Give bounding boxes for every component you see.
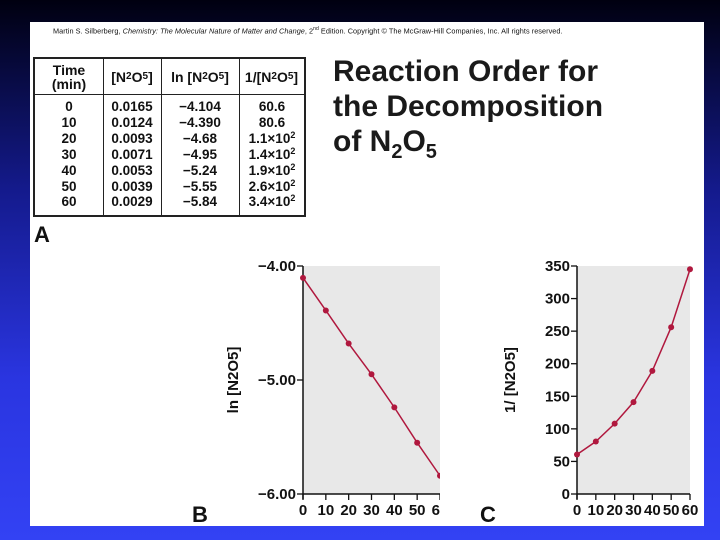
table-cell-conc: 0.0039 <box>111 178 153 194</box>
x-tick-label: 60 <box>432 502 440 519</box>
table-cell-ln: −5.24 <box>182 162 218 178</box>
table-cell-ln: −4.390 <box>179 114 221 130</box>
y-tick-label: 50 <box>553 453 570 470</box>
x-tick-label: 0 <box>299 502 307 519</box>
table-cell-time: 40 <box>61 162 77 178</box>
table-cell-inv: 60.6 <box>258 99 286 114</box>
x-axis-label: Time (min) <box>334 525 410 526</box>
table-cell-ln: −5.55 <box>182 178 218 194</box>
y-tick-label: 0 <box>562 486 570 503</box>
y-tick-label: −6.00 <box>258 486 296 503</box>
table-cell-time: 60 <box>61 194 77 210</box>
x-tick-label: 50 <box>663 502 680 519</box>
y-axis-label: 1/ [N2O5] <box>502 347 519 413</box>
header-concentration: [N 2 O 5] <box>103 59 162 95</box>
slide: Martin S. Silberberg, Chemistry: The Mol… <box>30 22 704 526</box>
table-cell-ln: −5.84 <box>182 194 218 210</box>
data-point <box>345 340 352 347</box>
table-cell-inv: 1.9×102 <box>248 161 296 178</box>
table-cell-time: 30 <box>61 146 77 162</box>
table-cell-time: 10 <box>61 114 77 130</box>
data-point <box>300 274 306 281</box>
table-cell-time: 50 <box>61 178 77 194</box>
panel-label-b: B <box>192 502 208 526</box>
table-cell-conc: 0.0071 <box>111 146 153 162</box>
table-cell-conc: 0.0124 <box>111 114 153 130</box>
column-divider <box>35 95 104 215</box>
table-cell-conc: 0.0093 <box>111 130 153 146</box>
data-point <box>687 266 693 273</box>
table-cell-inv: 80.6 <box>258 114 286 130</box>
y-tick-label: −4.00 <box>258 258 296 275</box>
table-cell-time: 0 <box>65 99 73 114</box>
header-inverse-concentration: 1/[N 2 O 5] <box>244 69 299 85</box>
y-tick-label: 300 <box>545 291 570 308</box>
table-cell-conc: 0.0165 <box>111 99 153 114</box>
y-axis-label: ln [N2O5] <box>225 347 242 414</box>
y-tick-label: 200 <box>545 356 570 373</box>
column-divider <box>103 95 162 215</box>
x-tick-label: 40 <box>386 502 403 519</box>
data-table: Time (min) [N 2 O 5] ln [N 2 O 5] 1/[N 2 O 5] 0 0.0… <box>33 57 306 217</box>
table-cell-ln: −4.68 <box>182 130 218 146</box>
table-cell-inv: 1.4×102 <box>248 145 296 162</box>
y-tick-label: −5.00 <box>258 372 296 389</box>
table-cell-ln: −4.104 <box>179 99 221 114</box>
data-point <box>630 399 637 406</box>
plot-area <box>303 266 440 494</box>
table-cell-ln: −4.95 <box>182 146 218 162</box>
data-point <box>668 324 675 331</box>
data-point <box>437 472 440 479</box>
copyright-credit: Martin S. Silberberg, Chemistry: The Mol… <box>53 26 563 36</box>
table-cell-conc: 0.0029 <box>111 194 153 210</box>
slide-title: Reaction Order for the Decomposition of … <box>333 55 604 163</box>
header-ln-concentration: ln [N 2 O 5] <box>161 59 240 95</box>
table-cell-inv: 3.4×102 <box>248 193 296 210</box>
table-cell-inv: 1.1×102 <box>248 129 296 146</box>
panel-label-a: A <box>34 222 50 247</box>
plot-area <box>577 266 690 494</box>
header-divider <box>35 94 304 95</box>
data-point <box>368 371 375 378</box>
data-point <box>574 451 580 458</box>
x-tick-label: 10 <box>317 502 334 519</box>
table-cell-inv: 2.6×102 <box>248 177 296 194</box>
data-point <box>322 307 329 314</box>
chart-c-inverse-vs-time: 0102030405060050100150200250300350Time (… <box>502 258 699 526</box>
y-tick-label: 150 <box>545 388 570 405</box>
y-tick-label: 350 <box>545 258 570 275</box>
table-cell-time: 20 <box>61 130 77 146</box>
data-point <box>414 439 421 446</box>
x-tick-label: 50 <box>409 502 426 519</box>
data-point <box>391 404 398 411</box>
y-tick-label: 250 <box>545 323 570 340</box>
column-divider <box>161 95 240 215</box>
header-time: Time (min) <box>35 59 104 95</box>
table-cell-conc: 0.0053 <box>111 162 153 178</box>
x-tick-label: 40 <box>644 502 661 519</box>
x-tick-label: 30 <box>363 502 380 519</box>
x-tick-label: 20 <box>606 502 623 519</box>
x-tick-label: 60 <box>682 502 699 519</box>
x-tick-label: 20 <box>340 502 357 519</box>
panel-label-c: C <box>480 502 496 526</box>
data-point <box>611 420 618 427</box>
data-point <box>592 438 599 445</box>
x-axis-label: Time (min) <box>596 525 672 526</box>
x-tick-label: 30 <box>625 502 642 519</box>
x-tick-label: 0 <box>573 502 581 519</box>
x-tick-label: 10 <box>587 502 604 519</box>
data-point <box>649 367 656 374</box>
chart-b-ln-vs-time: 0 10 20 30 40 50 60 −4.00 −5.00 −6.00 Time (min) ln… <box>225 258 440 526</box>
y-tick-label: 100 <box>545 421 570 438</box>
